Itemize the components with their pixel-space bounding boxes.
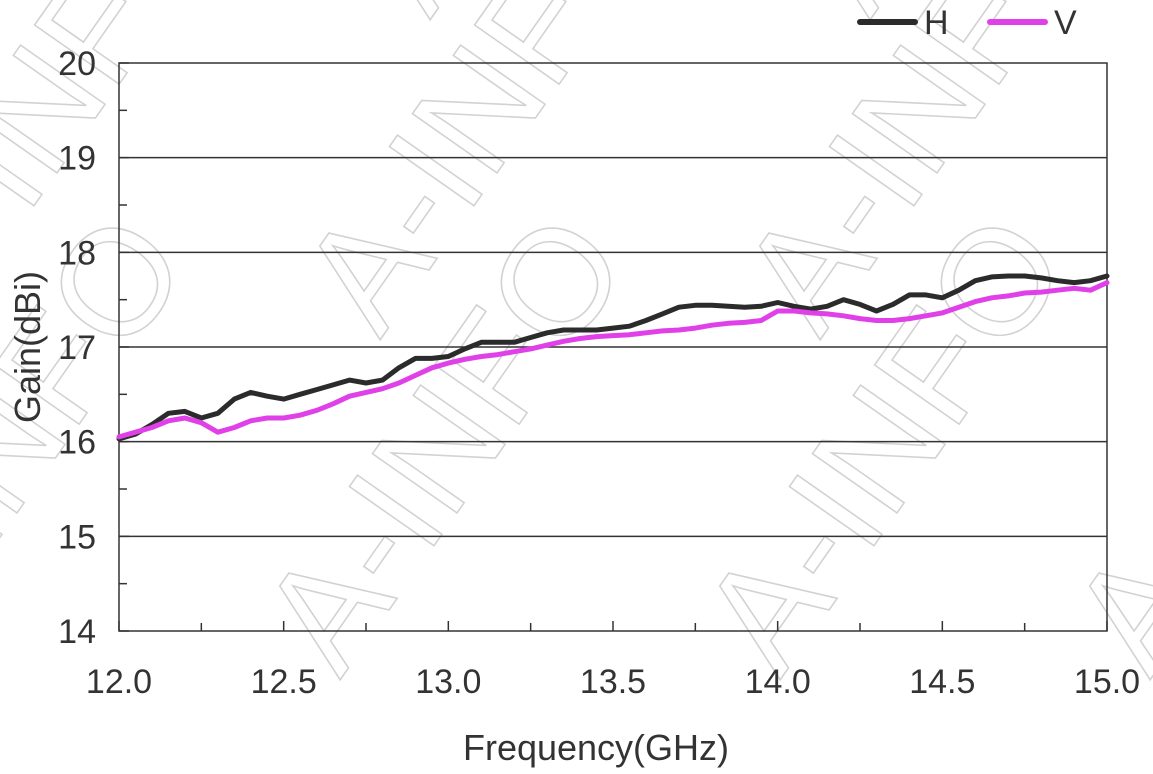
grid <box>119 156 1107 538</box>
x-axis-title: Frequency(GHz) <box>463 727 729 768</box>
y-tick-label: 15 <box>58 518 96 556</box>
series-line-H <box>116 273 1110 442</box>
x-tick-label: 13.5 <box>580 663 646 701</box>
x-tick-label: 12.0 <box>86 663 152 701</box>
series-lines <box>116 273 1110 442</box>
y-tick-label: 16 <box>58 424 96 462</box>
y-tick-label: 19 <box>58 140 96 178</box>
legend-label-V: V <box>1054 4 1077 42</box>
axis-ticks: 14 15 16 17 18 19 20 12.0 12.5 13.0 13.5 14.0 14.5 15… <box>58 45 1140 701</box>
series-line-V <box>116 280 1110 440</box>
y-tick-label: 17 <box>58 329 96 367</box>
y-axis-title: Gain(dBi) <box>7 271 48 423</box>
x-tick-label: 12.5 <box>251 663 317 701</box>
y-tick-label: 14 <box>58 613 96 651</box>
x-tick-label: 15.0 <box>1074 663 1140 701</box>
y-tick-label: 20 <box>58 45 96 83</box>
x-tick-label: 14.5 <box>909 663 975 701</box>
x-tick-label: 14.0 <box>745 663 811 701</box>
x-tick-label: 13.0 <box>415 663 481 701</box>
legend-label-H: H <box>924 4 949 42</box>
y-tick-label: 18 <box>58 234 96 272</box>
